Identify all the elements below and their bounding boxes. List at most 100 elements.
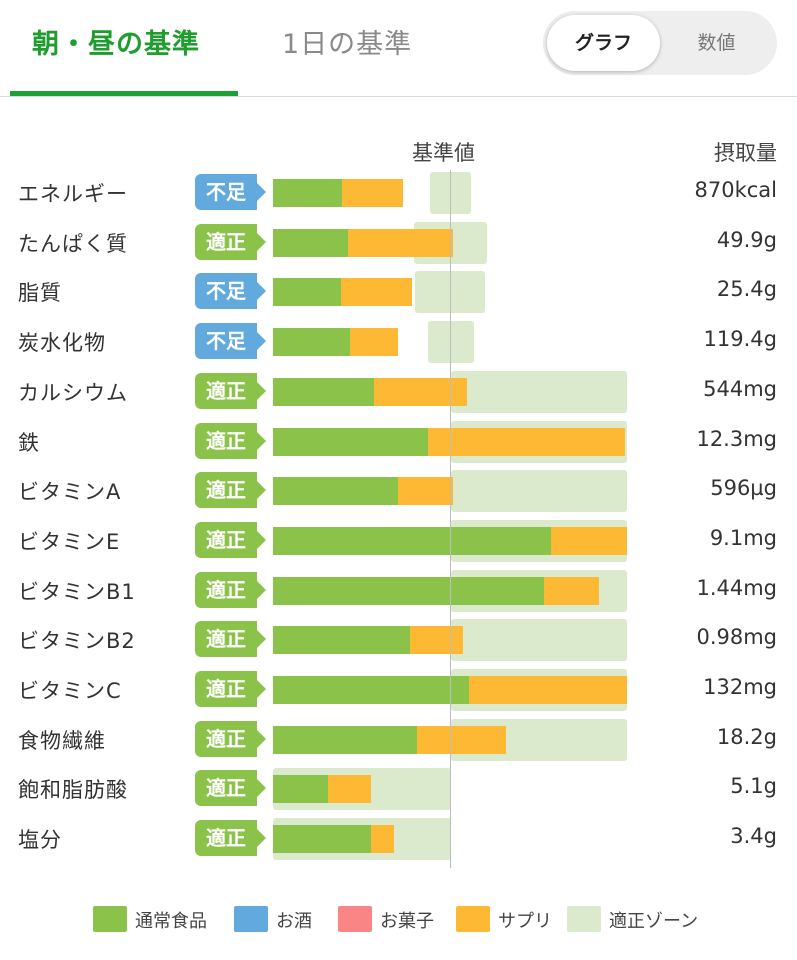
legend-swatch: [93, 906, 127, 932]
nutrient-row: 鉄 適正 12.3mg: [0, 421, 797, 463]
nutrient-name: ビタミンB2: [18, 629, 136, 653]
nutrient-name: カルシウム: [18, 381, 128, 405]
nutrient-row: たんぱく質 適正 49.9g: [0, 222, 797, 264]
status-badge: 適正: [195, 820, 266, 856]
tab-daily-standard[interactable]: 1日の基準: [282, 29, 413, 60]
legend-swatch: [456, 906, 490, 932]
normal-food-bar: [273, 278, 341, 306]
intake-value: 119.4g: [703, 327, 777, 351]
nutrient-row: カルシウム 適正 544mg: [0, 371, 797, 413]
nutrient-name: ビタミンE: [18, 530, 121, 554]
standard-value-header: 基準値: [412, 141, 475, 165]
supplement-bar: [374, 378, 467, 406]
nutrient-row: 塩分 適正 3.4g: [0, 818, 797, 860]
intake-value: 49.9g: [716, 228, 777, 252]
nutrient-row: 脂質 不足 25.4g: [0, 271, 797, 313]
status-badge: 適正: [195, 770, 266, 806]
intake-value: 1.44mg: [696, 576, 777, 600]
normal-food-bar: [273, 328, 350, 356]
nutrient-row: 炭水化物 不足 119.4g: [0, 321, 797, 363]
supplement-bar: [468, 676, 627, 704]
status-badge: 適正: [195, 373, 266, 409]
nutrient-name: ビタミンC: [18, 679, 122, 703]
proper-zone: [451, 470, 627, 512]
normal-food-bar: [273, 428, 428, 456]
nutrient-name: たんぱく質: [18, 232, 128, 256]
legend-label: お酒: [276, 911, 312, 932]
view-toggle: グラフ 数値: [543, 11, 777, 75]
supplement-bar: [543, 577, 599, 605]
nutrient-row: エネルギー 不足 870kcal: [0, 172, 797, 214]
status-badge: 不足: [195, 174, 266, 210]
status-badge: 適正: [195, 423, 266, 459]
tab-bar: 朝・昼の基準 1日の基準 グラフ 数値: [0, 0, 797, 97]
status-badge: 適正: [195, 671, 266, 707]
tab-breakfast-lunch-standard[interactable]: 朝・昼の基準: [32, 29, 200, 60]
status-badge: 適正: [195, 472, 266, 508]
status-badge: 適正: [195, 572, 266, 608]
normal-food-bar: [273, 229, 348, 257]
nutrient-name: エネルギー: [18, 182, 128, 206]
supplement-bar: [340, 278, 412, 306]
supplement-bar: [342, 179, 403, 207]
legend-label: 適正ゾーン: [609, 911, 699, 932]
standard-line: [450, 170, 451, 868]
supplement-bar: [417, 726, 507, 754]
nutrient-row: 飽和脂肪酸 適正 5.1g: [0, 768, 797, 810]
intake-value: 3.4g: [730, 824, 777, 848]
legend-label: サプリ: [498, 911, 552, 932]
nutrient-row: ビタミンA 適正 596µg: [0, 470, 797, 512]
intake-value: 544mg: [703, 377, 777, 401]
intake-header: 摂取量: [714, 141, 777, 165]
nutrient-row: 食物繊維 適正 18.2g: [0, 719, 797, 761]
number-view-button[interactable]: 数値: [697, 32, 736, 54]
nutrient-name: 炭水化物: [18, 331, 106, 355]
supplement-bar: [550, 527, 627, 555]
normal-food-bar: [273, 825, 371, 853]
legend-label: 通常食品: [135, 911, 207, 932]
status-badge: 適正: [195, 721, 266, 757]
graph-view-button[interactable]: グラフ: [547, 15, 660, 71]
status-badge: 適正: [195, 224, 266, 260]
nutrient-row: ビタミンC 適正 132mg: [0, 669, 797, 711]
supplement-bar: [349, 328, 398, 356]
intake-value: 12.3mg: [696, 427, 777, 451]
nutrient-name: 脂質: [18, 281, 62, 305]
supplement-bar: [397, 477, 453, 505]
supplement-bar: [427, 428, 626, 456]
normal-food-bar: [273, 577, 544, 605]
normal-food-bar: [273, 378, 375, 406]
intake-value: 870kcal: [694, 178, 778, 202]
supplement-bar: [410, 626, 464, 654]
intake-value: 5.1g: [730, 774, 777, 798]
status-badge: 不足: [195, 273, 266, 309]
status-badge: 不足: [195, 323, 266, 359]
nutrient-name: 食物繊維: [18, 729, 106, 753]
normal-food-bar: [273, 179, 343, 207]
nutrient-row: ビタミンB1 適正 1.44mg: [0, 570, 797, 612]
legend-swatch: [234, 906, 268, 932]
supplement-bar: [370, 825, 395, 853]
nutrient-name: ビタミンA: [18, 480, 122, 504]
status-badge: 適正: [195, 522, 266, 558]
supplement-bar: [328, 775, 371, 803]
supplement-bar: [347, 229, 453, 257]
proper-zone: [451, 371, 627, 413]
intake-value: 9.1mg: [709, 526, 777, 550]
intake-value: 18.2g: [716, 725, 777, 749]
intake-value: 132mg: [703, 675, 777, 699]
status-badge: 適正: [195, 621, 266, 657]
nutrient-name: 飽和脂肪酸: [18, 778, 128, 802]
legend-swatch: [338, 906, 372, 932]
normal-food-bar: [273, 527, 551, 555]
normal-food-bar: [273, 626, 411, 654]
intake-value: 0.98mg: [696, 625, 777, 649]
nutrient-row: ビタミンB2 適正 0.98mg: [0, 619, 797, 661]
nutrient-name: ビタミンB1: [18, 580, 136, 604]
intake-value: 596µg: [710, 476, 777, 500]
nutrient-name: 鉄: [18, 431, 40, 455]
legend-label: お菓子: [380, 911, 434, 932]
normal-food-bar: [273, 676, 469, 704]
proper-zone: [451, 619, 627, 661]
legend-swatch: [567, 906, 601, 932]
